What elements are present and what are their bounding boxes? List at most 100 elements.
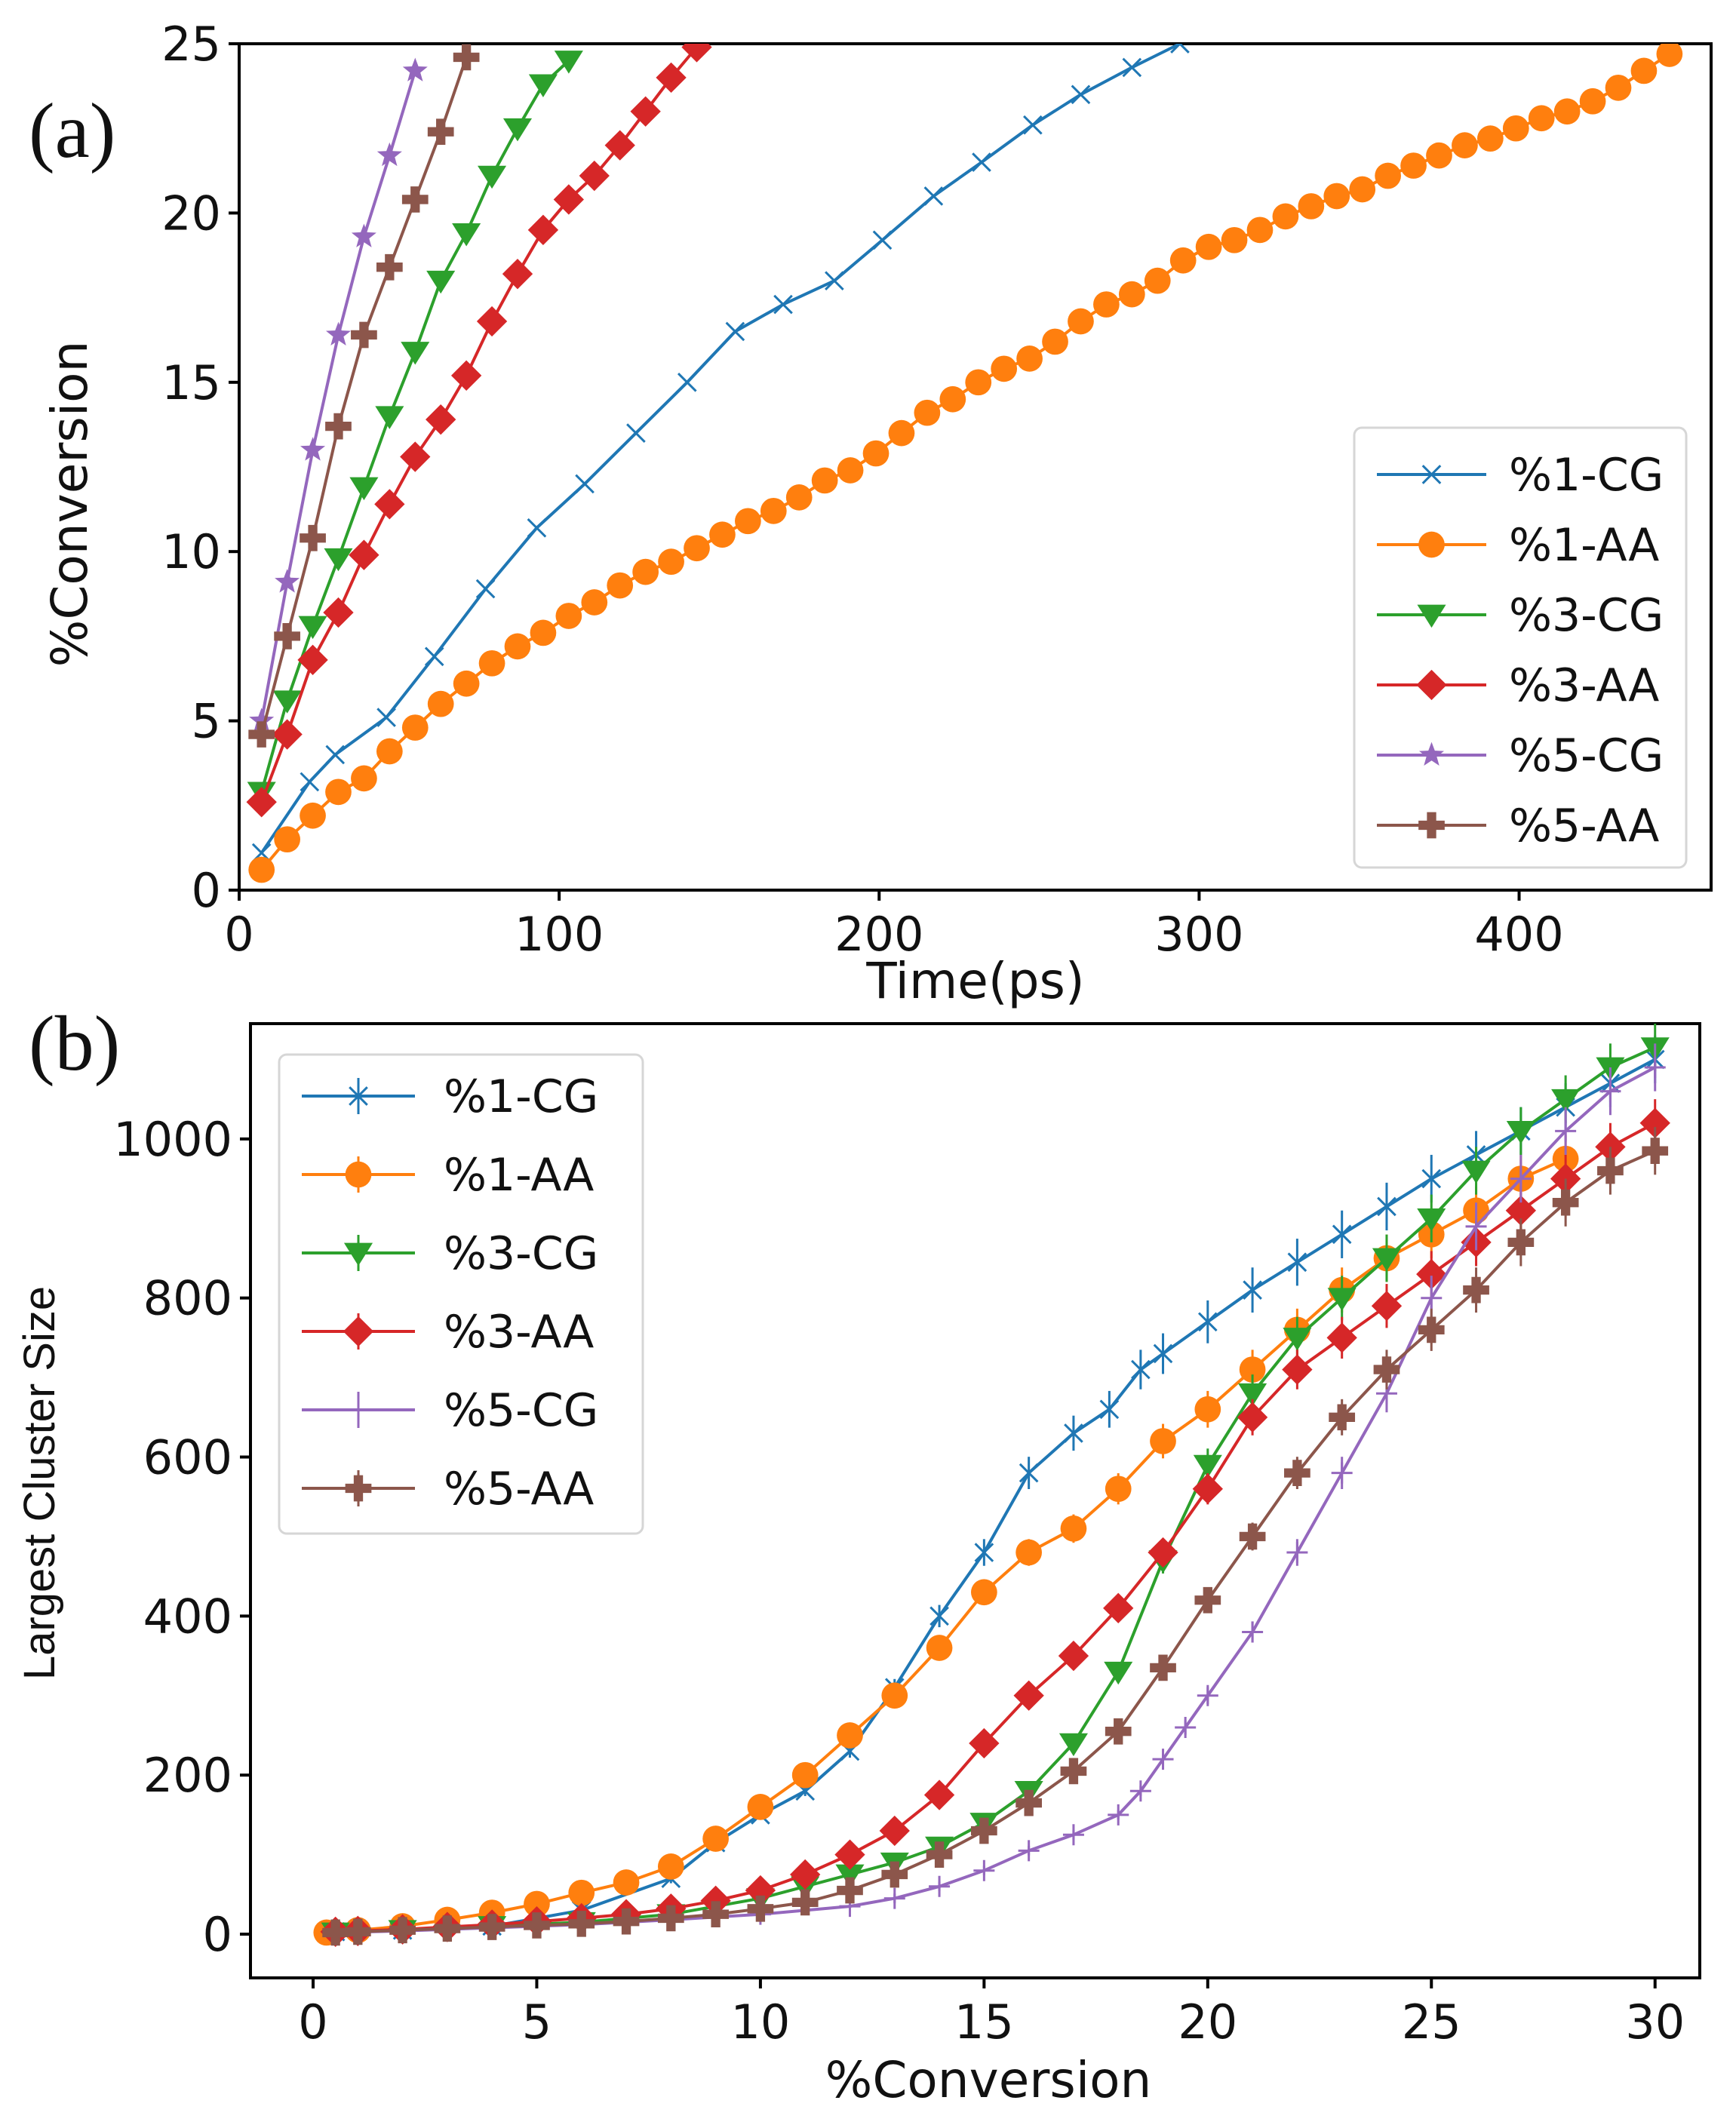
data-point [1283,1328,1312,1351]
legend-marker [345,1161,372,1188]
x-tick-label: 5 [522,1994,552,2050]
data-point [402,57,428,81]
data-point [1630,57,1658,84]
x-tick-label: 20 [1178,1994,1237,2050]
data-point [1597,1157,1624,1184]
data-point [684,535,710,562]
data-point [1194,1586,1221,1614]
data-point [658,548,684,576]
data-point [1528,105,1555,132]
panel-a-label: (a) [29,88,115,174]
data-point [1016,345,1043,372]
data-point [747,1793,774,1820]
data-point [1599,1080,1621,1102]
data-point [1349,176,1376,203]
data-point [1019,1463,1039,1483]
data-point [1595,1132,1626,1162]
panel-b-axes: 0 5 10 15 20 25 30 0 200 400 600 800 1000 [113,1022,1701,2050]
data-point [1372,1248,1402,1272]
data-point [298,616,327,640]
data-point [325,745,346,765]
data-point [524,1912,550,1939]
data-point [1118,281,1145,308]
data-point [375,406,404,429]
data-point [837,1722,863,1749]
data-point [324,548,353,572]
data-point [1042,328,1068,355]
data-point [300,524,326,551]
legend-marker [1419,742,1444,766]
data-point [450,360,482,391]
data-point [883,1887,905,1909]
data-point [1243,1280,1262,1300]
panel-b-ylabel: Largest Cluster Size [15,1286,64,1680]
data-point [1058,1733,1088,1757]
data-point [1237,1402,1268,1432]
data-point [747,1895,774,1922]
panel-b-chart: (b) 0 5 10 15 20 25 30 0 200 400 600 800 1000 %1-CG%… [15,1000,1701,2109]
plot-area [313,1024,1670,1948]
y-tick-label: 20 [161,186,221,241]
data-point [1452,132,1478,158]
data-point [1282,1354,1313,1385]
data-point [929,1606,949,1626]
data-point [1153,1343,1173,1364]
data-point [1150,1654,1176,1681]
panel-a-chart: (a) 0 100 200 300 400 0 5 10 15 20 25 %1-CG %1-AA %3… [29,17,1713,1010]
data-point [1246,216,1274,244]
data-point [427,118,454,146]
x-tick-label: 15 [954,1994,1014,2050]
data-point [1642,1138,1669,1165]
plot-frame [249,1022,1701,1979]
data-point [453,670,480,697]
legend-marker [1416,669,1447,701]
y-tick-label: 200 [143,1748,232,1803]
data-point [1105,1475,1132,1503]
x-tick-label: 25 [1402,1994,1461,2050]
data-point [1242,1621,1264,1643]
data-point [926,1635,953,1661]
series-line [335,1058,1656,1933]
data-point [888,419,915,447]
legend-item-%1-CG: %1-CG [1377,449,1664,502]
data-point [1099,1399,1120,1420]
data-point [837,457,864,484]
data-point [1197,1312,1218,1332]
data-point [923,1779,955,1810]
data-point [709,521,736,548]
legend-label: %3-CG [444,1227,598,1280]
data-point [274,623,300,649]
legend-item-%1-AA: %1-AA [1377,519,1659,572]
data-point [1373,1356,1400,1383]
data-point [1144,267,1171,294]
data-point [297,644,328,675]
series-%3-AA [246,44,712,818]
panel-b-series [313,1024,1670,1948]
data-point [1463,1276,1489,1304]
data-point [613,1908,640,1935]
data-point [376,142,402,167]
data-point [879,1815,910,1847]
data-point [1148,1537,1178,1568]
data-point [1510,1168,1532,1190]
data-point [656,62,687,94]
data-point [1552,1189,1579,1216]
data-point [914,399,941,426]
panel-a-series [246,44,1683,883]
data-point [657,1853,684,1880]
data-point [929,1875,951,1897]
data-point [1150,1428,1176,1454]
y-tick-label: 600 [143,1430,232,1485]
legend-item-%5-AA: %5-AA [302,1463,594,1515]
data-point [1417,1208,1446,1232]
data-point [1060,1758,1087,1785]
data-point [351,321,377,349]
data-point [249,708,275,732]
legend-item-%5-CG: %5-CG [302,1384,598,1437]
legend-label: %5-CG [444,1384,598,1437]
legend-label: %3-AA [1509,659,1659,712]
data-point [1476,125,1504,152]
data-point [1170,44,1190,54]
data-point [1426,142,1452,169]
